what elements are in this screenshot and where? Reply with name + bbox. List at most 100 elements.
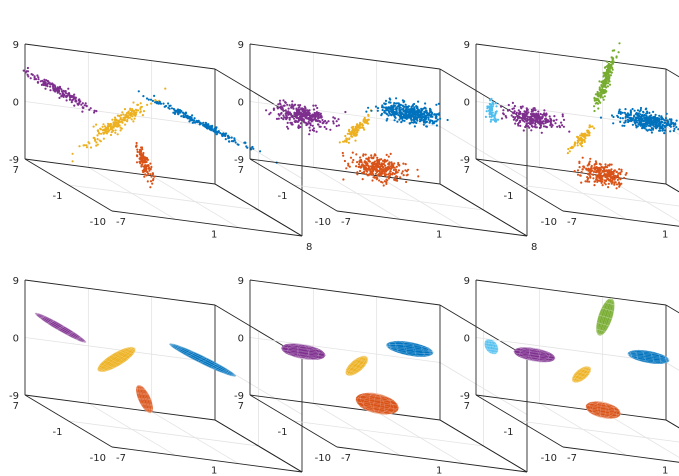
mesh-line: [139, 403, 154, 406]
data-point: [286, 125, 289, 128]
data-point: [512, 115, 515, 119]
data-point: [583, 140, 586, 143]
mesh-line: [294, 343, 313, 348]
data-point: [537, 110, 540, 113]
mesh-line: [303, 344, 326, 360]
data-point: [380, 112, 384, 115]
mesh-line: [138, 384, 150, 414]
data-point: [539, 124, 543, 127]
data-point: [332, 116, 335, 119]
z-tick-label: -9: [234, 155, 244, 166]
data-point: [389, 173, 392, 176]
data-point: [556, 125, 559, 128]
data-point: [311, 124, 314, 127]
data-point: [658, 114, 661, 117]
data-point: [345, 167, 348, 170]
data-point: [367, 118, 370, 121]
data-point: [580, 145, 584, 148]
series-yellow: [97, 346, 136, 373]
mesh-line: [345, 373, 351, 377]
data-point: [305, 109, 309, 112]
mesh-line: [98, 347, 135, 372]
data-point: [62, 93, 65, 96]
data-point: [375, 167, 378, 170]
data-point: [523, 113, 526, 116]
data-point: [48, 81, 51, 84]
data-point: [528, 122, 532, 125]
data-point: [530, 129, 533, 132]
data-point: [135, 161, 139, 164]
data-point: [604, 163, 607, 166]
mesh-line: [601, 307, 615, 312]
mesh-line: [596, 415, 611, 419]
data-point: [602, 98, 605, 101]
data-point: [423, 113, 426, 116]
data-point: [411, 111, 415, 114]
data-point: [599, 96, 602, 99]
data-point: [585, 168, 588, 171]
data-point: [588, 126, 591, 129]
data-point: [517, 109, 520, 112]
mesh-line: [627, 354, 669, 362]
z-tick-label: 9: [13, 276, 19, 287]
data-point: [377, 173, 380, 177]
data-point: [342, 140, 345, 143]
axis-edge: [249, 394, 441, 421]
mesh-line: [488, 338, 494, 355]
grid-line: [519, 184, 679, 207]
data-point: [639, 115, 642, 119]
x-tick-label: -7: [341, 453, 351, 464]
data-point: [288, 118, 291, 121]
mesh-line: [585, 405, 621, 415]
mesh-line: [534, 348, 540, 363]
series-orange: [135, 384, 154, 414]
data-point: [592, 173, 595, 176]
data-point: [370, 156, 373, 159]
data-point: [309, 124, 312, 127]
mesh-line: [139, 384, 153, 414]
ellipsoid: [281, 343, 326, 360]
data-point: [423, 116, 426, 119]
data-point: [378, 179, 381, 182]
mesh-line: [197, 357, 208, 363]
data-point: [612, 122, 615, 125]
data-point: [150, 165, 153, 169]
data-point: [620, 170, 623, 173]
mesh-line: [97, 369, 104, 373]
grid-line: [68, 420, 259, 447]
data-point: [301, 114, 304, 117]
data-point: [407, 105, 410, 108]
data-point: [488, 115, 491, 118]
data-point: [618, 168, 621, 171]
axis-edge: [439, 304, 528, 358]
axis-edge: [475, 279, 667, 306]
data-point: [393, 162, 396, 165]
data-point: [610, 180, 614, 183]
data-point: [375, 165, 378, 168]
mesh-line: [486, 338, 494, 355]
data-point: [398, 107, 401, 110]
data-point: [393, 172, 396, 175]
data-point: [46, 85, 49, 88]
data-point: [624, 121, 627, 124]
grid-line: [602, 411, 679, 458]
y-tick-label: -1: [504, 191, 514, 202]
data-point: [438, 112, 441, 115]
data-point: [359, 156, 362, 159]
mesh-line: [664, 356, 670, 363]
mesh-line: [513, 350, 556, 360]
mesh-line: [282, 344, 325, 354]
data-point: [435, 120, 438, 123]
data-point: [329, 128, 332, 131]
data-point: [624, 116, 627, 119]
data-point: [107, 125, 110, 128]
grid-line: [376, 411, 464, 465]
mesh-line: [573, 366, 591, 383]
data-point: [85, 146, 89, 149]
data-point: [595, 177, 598, 180]
data-point: [370, 109, 373, 112]
z-tick-label: -9: [460, 155, 470, 166]
mesh-line: [519, 356, 550, 363]
data-point: [586, 164, 589, 167]
data-point: [615, 56, 618, 59]
